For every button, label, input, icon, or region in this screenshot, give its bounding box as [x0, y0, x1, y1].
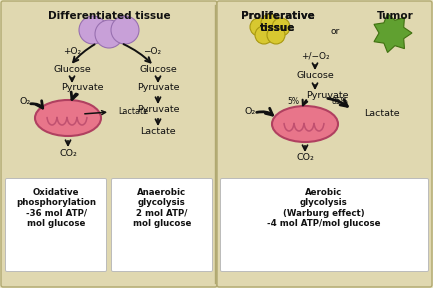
Ellipse shape — [272, 106, 338, 142]
Circle shape — [261, 14, 279, 32]
Text: Aerobic
glycolysis
(Warburg effect)
-4 mol ATP/mol glucose: Aerobic glycolysis (Warburg effect) -4 m… — [267, 188, 381, 228]
Text: O₂: O₂ — [19, 98, 31, 107]
Text: CO₂: CO₂ — [59, 149, 77, 158]
FancyBboxPatch shape — [6, 179, 107, 272]
Circle shape — [267, 26, 285, 44]
FancyBboxPatch shape — [112, 179, 213, 272]
Text: Glucose: Glucose — [296, 71, 334, 81]
Text: CO₂: CO₂ — [296, 154, 314, 162]
Circle shape — [255, 26, 273, 44]
Text: Oxidative
phosphorylation
-36 mol ATP/
mol glucose: Oxidative phosphorylation -36 mol ATP/ m… — [16, 188, 96, 228]
Text: 5%: 5% — [287, 98, 299, 107]
FancyBboxPatch shape — [1, 1, 217, 287]
Text: Anaerobic
glycolysis
2 mol ATP/
mol glucose: Anaerobic glycolysis 2 mol ATP/ mol gluc… — [133, 188, 191, 228]
Text: Glucose: Glucose — [53, 65, 91, 73]
Ellipse shape — [35, 100, 101, 136]
Polygon shape — [374, 14, 412, 52]
Text: Lactate: Lactate — [140, 128, 176, 137]
Text: 85%: 85% — [332, 96, 349, 105]
Circle shape — [111, 16, 139, 44]
Circle shape — [272, 18, 290, 36]
Circle shape — [250, 18, 268, 36]
Text: +/−O₂: +/−O₂ — [301, 52, 330, 60]
Text: Pyruvate: Pyruvate — [306, 90, 348, 99]
Text: Lactate: Lactate — [118, 107, 148, 117]
Text: Proliferative
tissue: Proliferative tissue — [241, 11, 315, 33]
Text: Pyruvate: Pyruvate — [137, 84, 179, 92]
FancyBboxPatch shape — [220, 179, 429, 272]
Circle shape — [95, 20, 123, 48]
Text: Lactate: Lactate — [364, 109, 400, 118]
Text: Pyruvate: Pyruvate — [137, 105, 179, 115]
Text: −O₂: −O₂ — [143, 46, 161, 56]
Text: Proliferative
tissue: Proliferative tissue — [241, 11, 315, 33]
Text: +O₂: +O₂ — [63, 46, 81, 56]
Text: Pyruvate: Pyruvate — [61, 84, 103, 92]
Text: Tumor: Tumor — [377, 11, 414, 21]
Text: Glucose: Glucose — [139, 65, 177, 73]
Text: Differentiated tissue: Differentiated tissue — [48, 11, 170, 21]
Text: O₂: O₂ — [244, 107, 255, 115]
Text: or: or — [330, 26, 339, 35]
Circle shape — [79, 16, 107, 44]
FancyBboxPatch shape — [217, 1, 432, 287]
